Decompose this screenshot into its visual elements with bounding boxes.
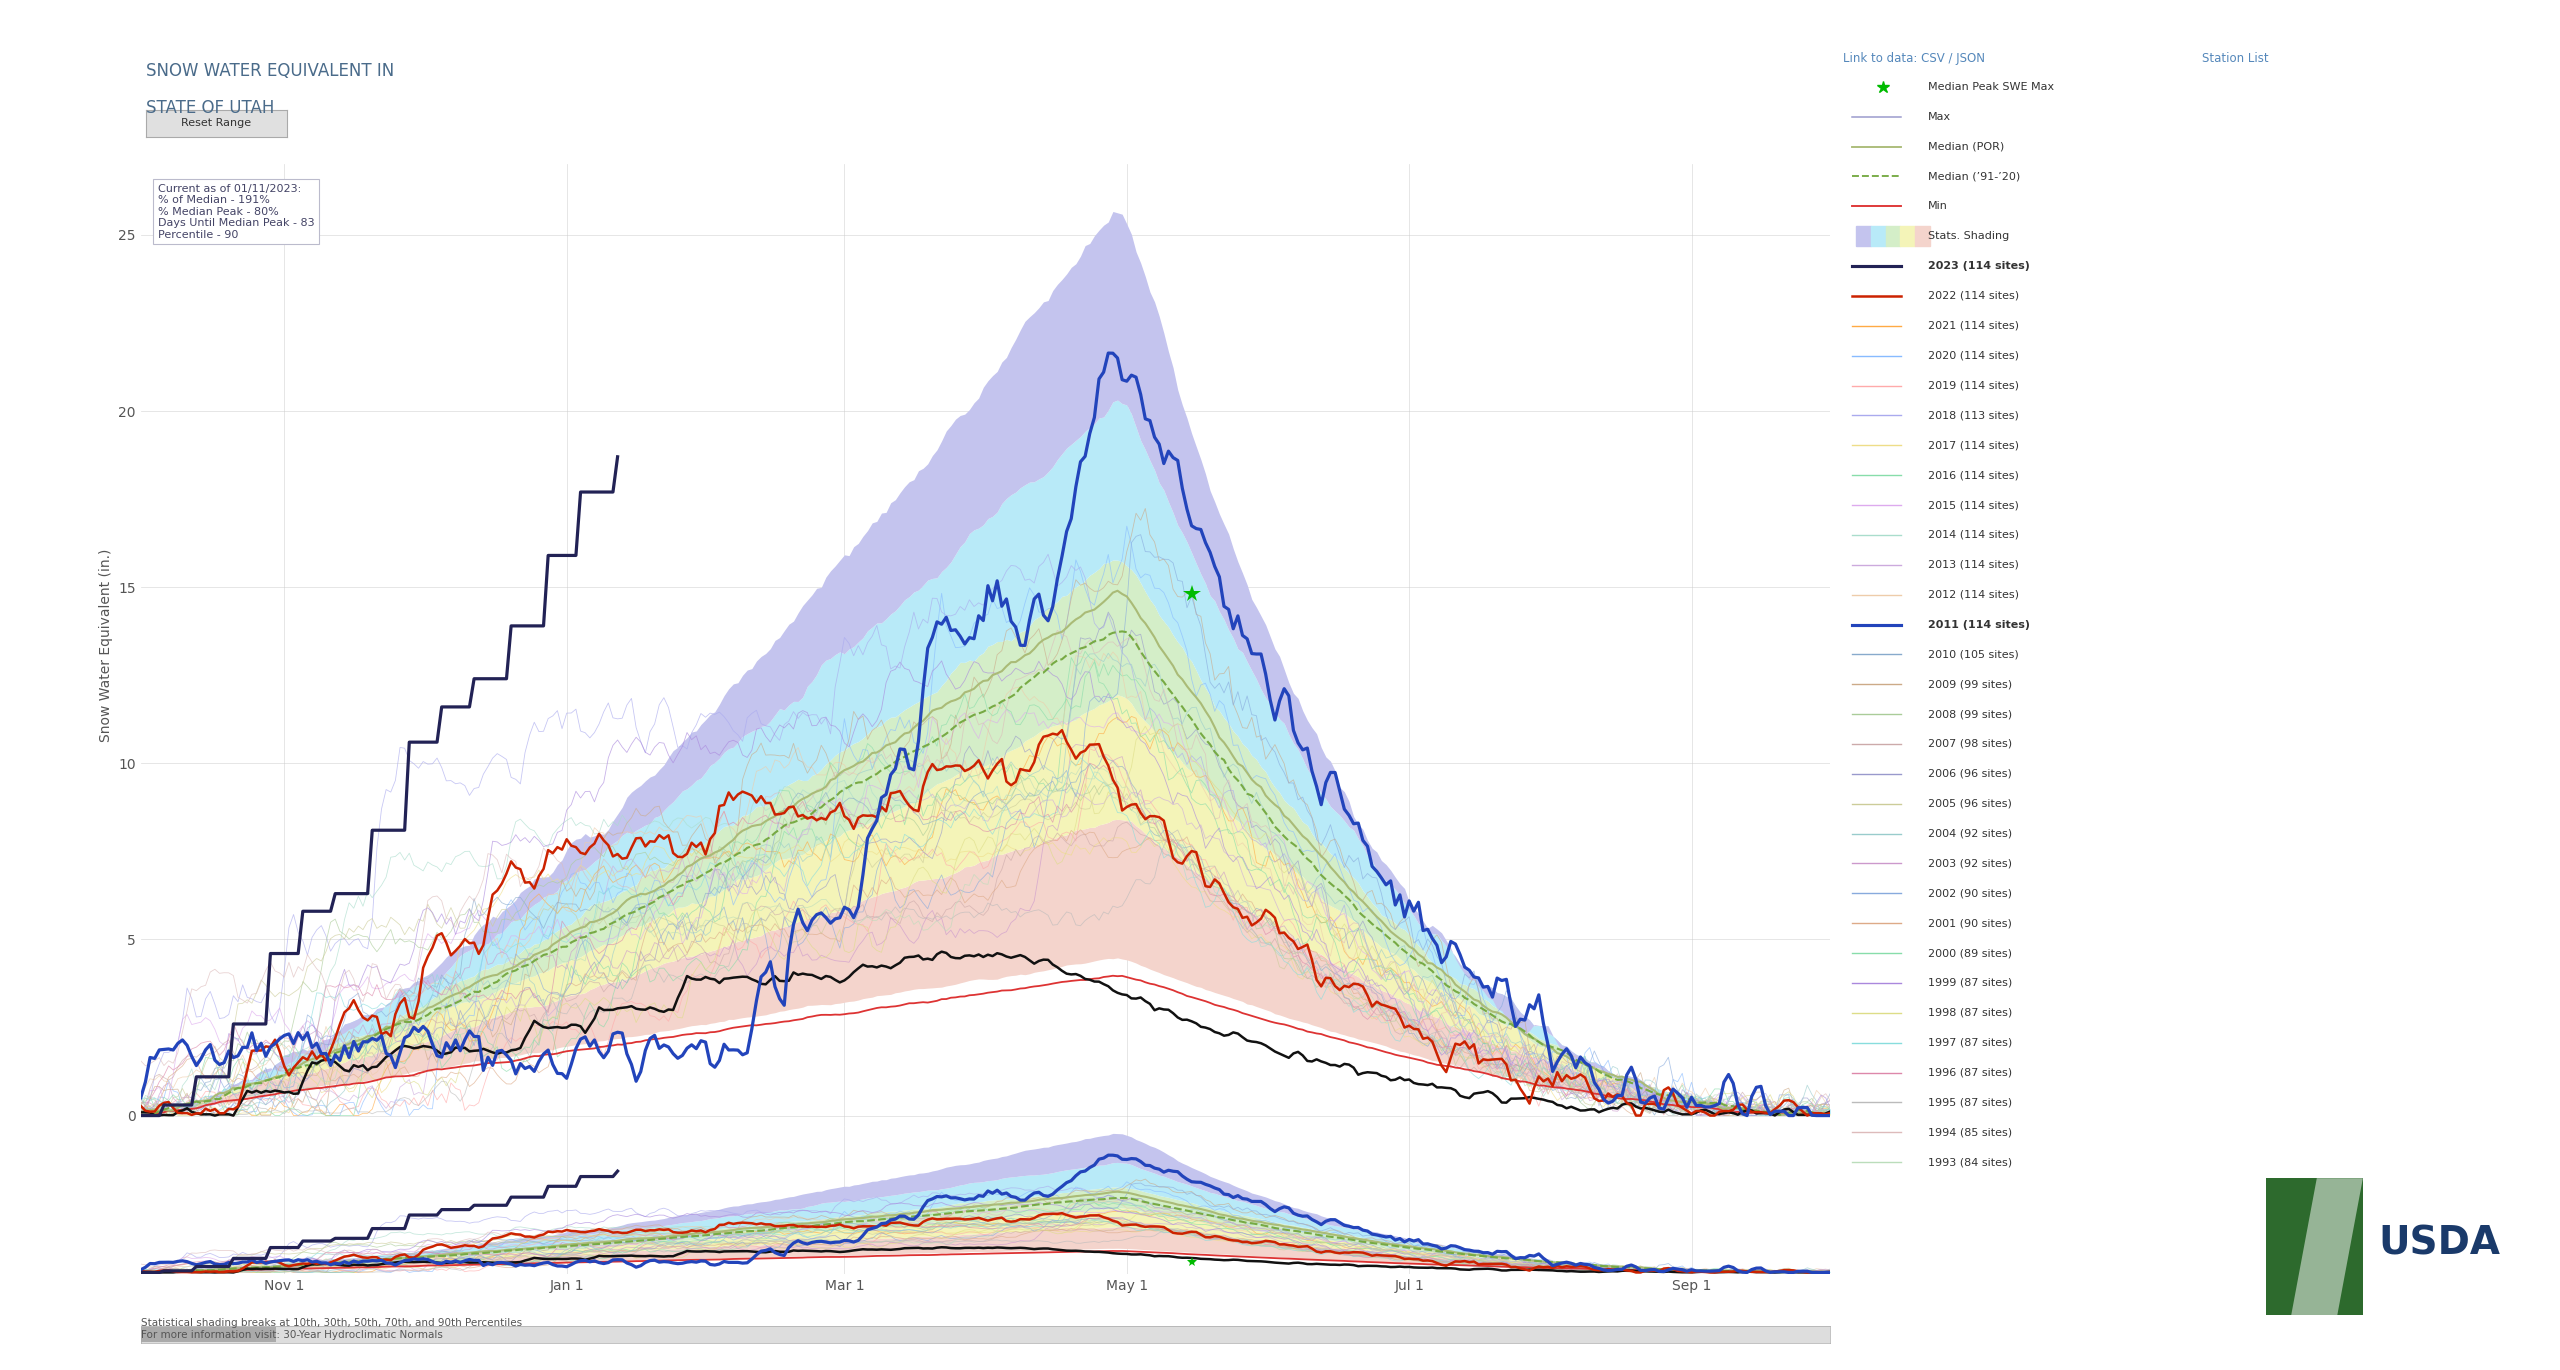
Bar <box>141 1328 276 1341</box>
Text: 2000 (89 sites): 2000 (89 sites) <box>1928 948 2012 958</box>
Text: 2007 (98 sites): 2007 (98 sites) <box>1928 738 2012 749</box>
Text: 2003 (92 sites): 2003 (92 sites) <box>1928 859 2012 869</box>
Text: 2013 (114 sites): 2013 (114 sites) <box>1928 560 2017 570</box>
Text: Reset Range: Reset Range <box>182 118 251 129</box>
Text: 2009 (99 sites): 2009 (99 sites) <box>1928 680 2012 689</box>
Text: Median (’91-’20): Median (’91-’20) <box>1928 171 2020 181</box>
Text: Statistical shading breaks at 10th, 30th, 50th, 70th, and 90th Percentiles
For m: Statistical shading breaks at 10th, 30th… <box>141 1318 522 1340</box>
Text: 2018 (113 sites): 2018 (113 sites) <box>1928 411 2017 421</box>
Text: 2020 (114 sites): 2020 (114 sites) <box>1928 351 2020 360</box>
Text: 2012 (114 sites): 2012 (114 sites) <box>1928 589 2020 600</box>
Text: 2008 (99 sites): 2008 (99 sites) <box>1928 710 2012 719</box>
Text: Stats. Shading: Stats. Shading <box>1928 232 2010 241</box>
Text: 2010 (105 sites): 2010 (105 sites) <box>1928 649 2017 659</box>
Text: 2017 (114 sites): 2017 (114 sites) <box>1928 440 2020 451</box>
Text: 2011 (114 sites): 2011 (114 sites) <box>1928 619 2030 629</box>
Text: 2015 (114 sites): 2015 (114 sites) <box>1928 500 2017 510</box>
Bar <box>1871 226 1887 245</box>
Text: 2022 (114 sites): 2022 (114 sites) <box>1928 290 2020 301</box>
Text: 1995 (87 sites): 1995 (87 sites) <box>1928 1097 2012 1107</box>
Text: 1997 (87 sites): 1997 (87 sites) <box>1928 1037 2012 1048</box>
Text: 2004 (92 sites): 2004 (92 sites) <box>1928 829 2012 838</box>
Text: Median (POR): Median (POR) <box>1928 141 2004 152</box>
Text: 1996 (87 sites): 1996 (87 sites) <box>1928 1067 2012 1078</box>
Text: Median Peak SWE Max: Median Peak SWE Max <box>1928 82 2053 92</box>
Bar <box>1915 226 1930 245</box>
Text: 2021 (114 sites): 2021 (114 sites) <box>1928 321 2020 330</box>
Text: Max: Max <box>1928 112 1951 122</box>
Text: 1998 (87 sites): 1998 (87 sites) <box>1928 1008 2012 1018</box>
Text: 2023 (114 sites): 2023 (114 sites) <box>1928 262 2030 271</box>
Text: USDA: USDA <box>2378 1225 2501 1263</box>
Text: 2006 (96 sites): 2006 (96 sites) <box>1928 769 2012 780</box>
Text: 2005 (96 sites): 2005 (96 sites) <box>1928 799 2012 808</box>
Bar <box>2266 1178 2363 1315</box>
Text: Min: Min <box>1928 201 1948 211</box>
Text: 2001 (90 sites): 2001 (90 sites) <box>1928 918 2012 929</box>
Text: STATE OF UTAH: STATE OF UTAH <box>146 99 274 116</box>
Y-axis label: Snow Water Equivalent (in.): Snow Water Equivalent (in.) <box>100 548 113 743</box>
Bar <box>1900 226 1915 245</box>
Text: Current as of 01/11/2023:
% of Median - 191%
% Median Peak - 80%
Days Until Medi: Current as of 01/11/2023: % of Median - … <box>159 184 315 240</box>
Bar <box>1856 226 1871 245</box>
Text: 2016 (114 sites): 2016 (114 sites) <box>1928 470 2017 479</box>
Text: 1994 (85 sites): 1994 (85 sites) <box>1928 1128 2012 1137</box>
Bar <box>1887 226 1900 245</box>
Text: 2014 (114 sites): 2014 (114 sites) <box>1928 530 2020 540</box>
Text: Link to data: CSV / JSON: Link to data: CSV / JSON <box>1843 52 1984 64</box>
Text: Station List: Station List <box>2202 52 2268 64</box>
Polygon shape <box>2291 1178 2363 1315</box>
Text: 2002 (90 sites): 2002 (90 sites) <box>1928 888 2012 899</box>
Text: 2019 (114 sites): 2019 (114 sites) <box>1928 381 2020 390</box>
Text: 1993 (84 sites): 1993 (84 sites) <box>1928 1158 2012 1167</box>
Text: SNOW WATER EQUIVALENT IN: SNOW WATER EQUIVALENT IN <box>146 62 394 79</box>
Text: 1999 (87 sites): 1999 (87 sites) <box>1928 978 2012 988</box>
